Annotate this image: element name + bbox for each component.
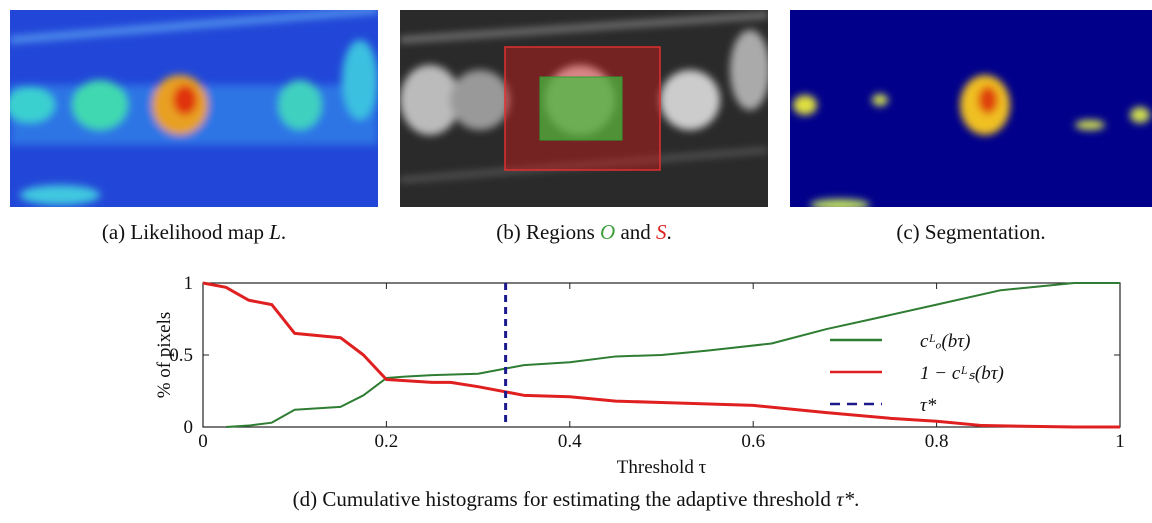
data-line <box>226 283 1120 427</box>
caption-text: (b) Regions <box>496 220 600 244</box>
x-tick-label: 1 <box>1115 431 1125 452</box>
legend-label: 1 − cᴸₛ(bτ) <box>920 363 1004 384</box>
page: {"captions": { "a": ["(a) Likelihood map… <box>0 0 1152 518</box>
likelihood-map-image <box>5 10 378 207</box>
caption-math: L <box>268 220 281 244</box>
caption-text: . <box>667 220 672 244</box>
caption-text: (c) Segmentation. <box>896 220 1045 244</box>
x-tick-label: 0.4 <box>558 431 582 452</box>
y-tick-label: 0 <box>184 417 194 438</box>
regions-image <box>400 10 770 207</box>
caption-math: τ* <box>836 487 855 511</box>
x-tick-label: 0.2 <box>375 431 399 452</box>
segmentation-image <box>790 10 1152 211</box>
caption-d: (d) Cumulative histograms for estimating… <box>293 487 860 511</box>
caption-a: (a) Likelihood map L. <box>102 220 286 244</box>
caption-text: and <box>615 220 656 244</box>
y-tick-label: 1 <box>184 273 194 294</box>
figure: (a) Likelihood map L. (b) Regions O and … <box>0 0 1152 518</box>
caption-text: (d) Cumulative histograms for estimating… <box>293 487 837 511</box>
x-axis-label: Threshold τ <box>617 457 707 478</box>
caption-c: (c) Segmentation. <box>896 220 1045 244</box>
caption-b: (b) Regions O and S. <box>496 220 672 244</box>
caption-text: (a) Likelihood map <box>102 220 269 244</box>
x-tick-label: 0 <box>198 431 208 452</box>
caption-math: S <box>656 220 667 244</box>
caption-text: . <box>854 487 859 511</box>
y-axis-label: % of pixels <box>154 312 175 399</box>
x-tick-label: 0.8 <box>925 431 949 452</box>
caption-math: O <box>600 220 615 244</box>
legend-label: τ* <box>920 395 937 416</box>
x-tick-label: 0.6 <box>741 431 765 452</box>
caption-text: . <box>281 220 286 244</box>
legend-label: cᴸₒ(bτ) <box>920 331 970 352</box>
